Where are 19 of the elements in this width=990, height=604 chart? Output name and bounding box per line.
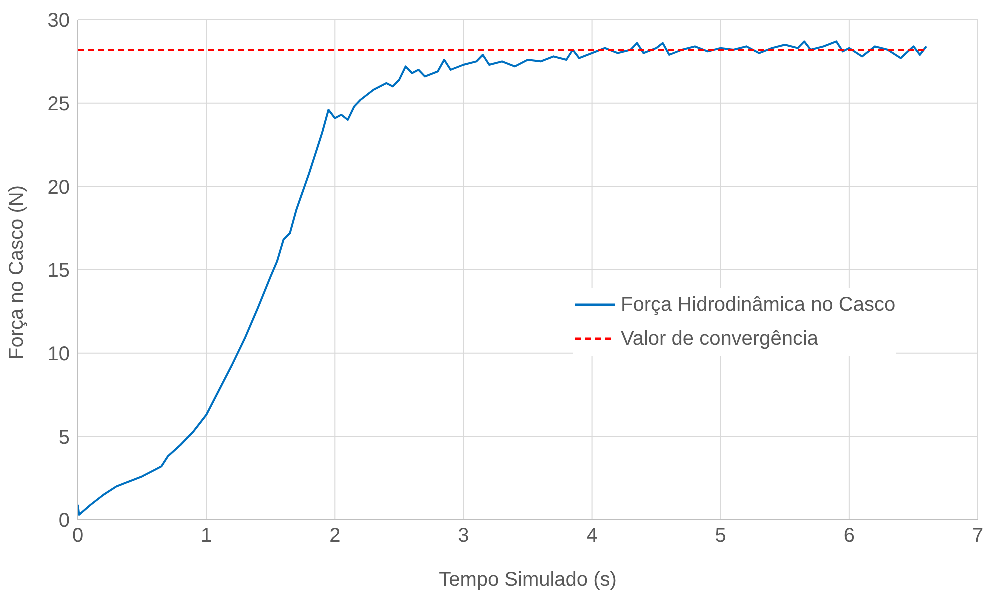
- x-tick-label: 3: [458, 525, 470, 548]
- x-tick-label: 2: [330, 525, 341, 548]
- x-tick-label: 1: [201, 525, 212, 548]
- y-tick-label: 25: [48, 93, 70, 116]
- x-tick-label: 5: [715, 525, 726, 548]
- y-tick-label: 5: [58, 426, 70, 449]
- line-series: [78, 40, 928, 516]
- x-tick-label: 4: [586, 525, 598, 548]
- y-tick-label: 0: [58, 510, 70, 532]
- legend-label: Força Hidrodinâmica no Casco: [621, 294, 896, 316]
- legend-label: Valor de convergência: [621, 328, 819, 350]
- x-tick-label: 6: [844, 525, 855, 548]
- y-tick-label: 10: [48, 343, 70, 366]
- y-tick-label: 30: [48, 10, 70, 32]
- y-tick-label: 15: [48, 260, 70, 282]
- x-axis-title: Tempo Simulado (s): [439, 569, 617, 591]
- x-tick-label: 7: [972, 525, 984, 548]
- y-axis-title: Força no Casco (N): [6, 186, 28, 360]
- y-tick-label: 20: [48, 176, 70, 199]
